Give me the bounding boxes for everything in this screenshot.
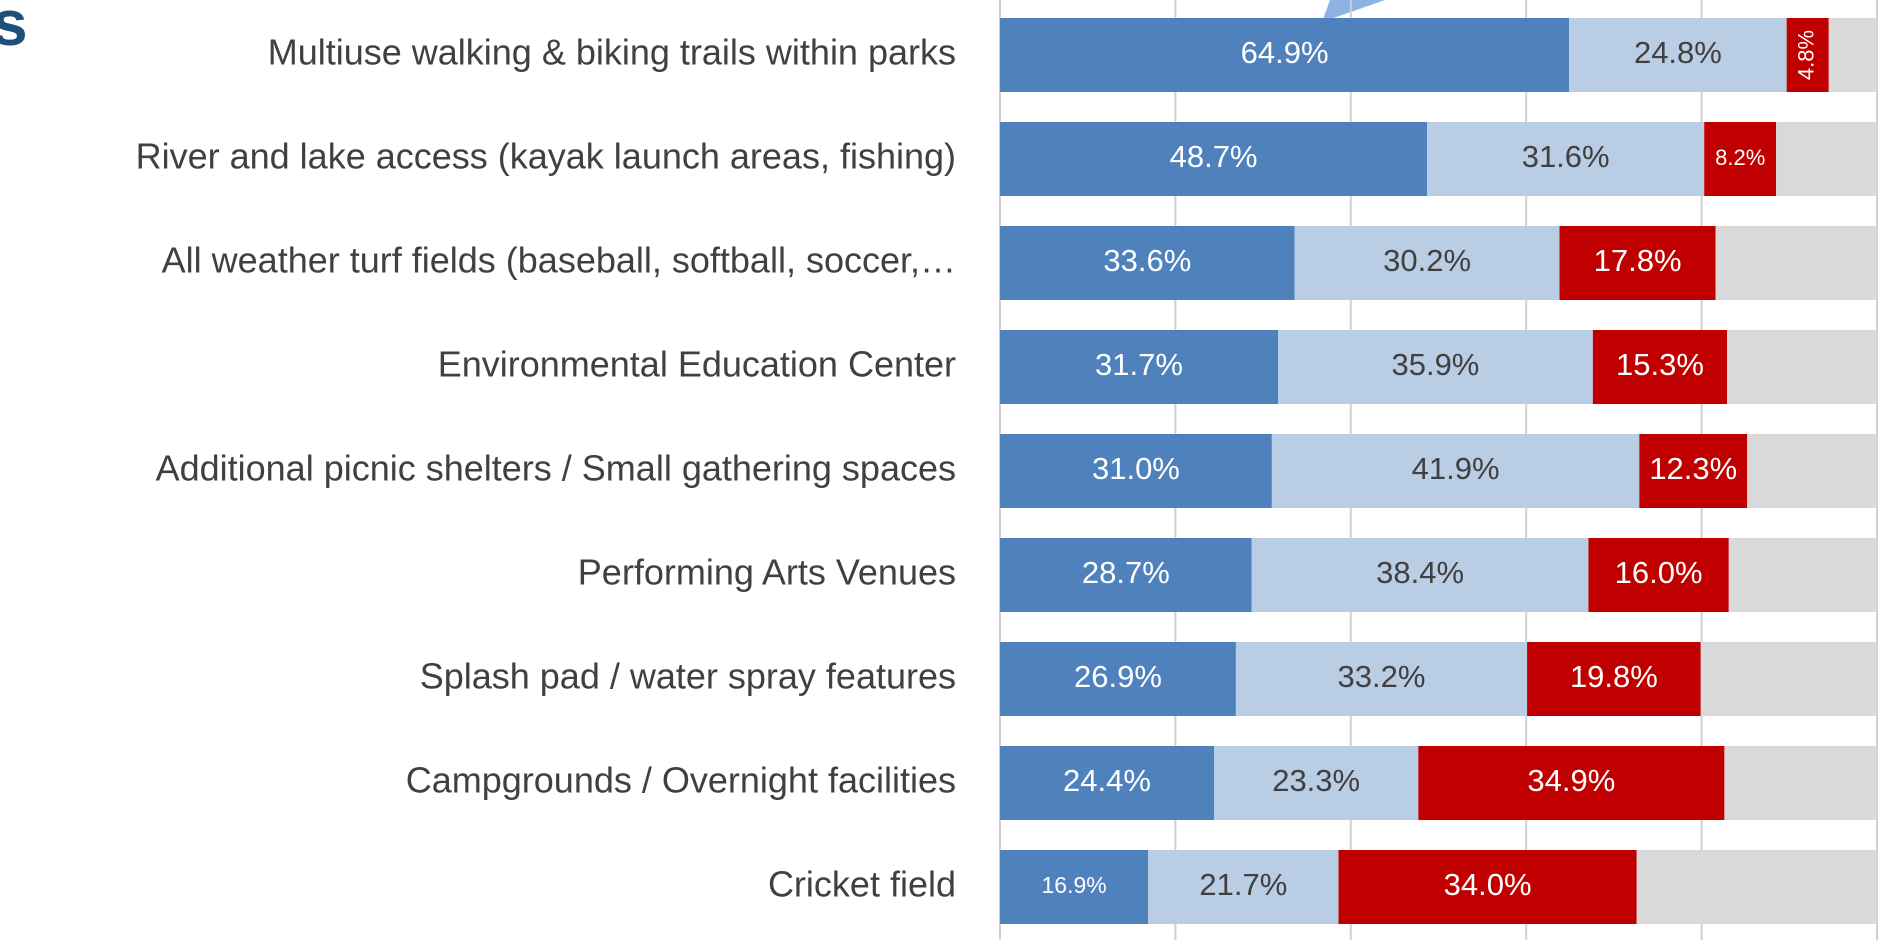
category-label: Environmental Education Center xyxy=(438,344,956,385)
bar-segment xyxy=(1000,746,1214,820)
category-label: River and lake access (kayak launch area… xyxy=(136,136,956,177)
value-label: 31.6% xyxy=(1522,139,1610,174)
value-label: 12.3% xyxy=(1649,451,1737,486)
value-label: 64.9% xyxy=(1241,35,1329,70)
bar-segment xyxy=(1000,226,1295,300)
value-label: 30.2% xyxy=(1383,243,1471,278)
bar-segment xyxy=(1747,434,1877,508)
bar-segment xyxy=(1000,434,1272,508)
bar-segment xyxy=(1527,642,1701,716)
bar-segment xyxy=(1639,434,1748,508)
value-label: 16.0% xyxy=(1615,555,1703,590)
category-label: Splash pad / water spray features xyxy=(420,656,956,697)
category-label: Campgrounds / Overnight facilities xyxy=(406,760,956,801)
bar-segment xyxy=(1569,18,1787,92)
bar-segment xyxy=(1000,538,1252,612)
bar-segment xyxy=(1588,538,1729,612)
value-label: 33.6% xyxy=(1103,243,1191,278)
bar-segment xyxy=(1148,850,1339,924)
category-label: Cricket field xyxy=(768,864,956,905)
bar-segment xyxy=(1235,642,1528,716)
value-label: 31.0% xyxy=(1092,451,1180,486)
value-label: 8.2% xyxy=(1715,145,1765,170)
value-label: 16.9% xyxy=(1041,872,1106,898)
bar-segment xyxy=(1636,850,1877,924)
bars: 64.9% 24.8% 4.8% 48.7% 31.6% 8.2% 33.6% 30.2% 17… xyxy=(1000,18,1877,924)
value-label: 34.0% xyxy=(1444,867,1532,902)
bar-segment xyxy=(1000,330,1279,404)
bar-segment xyxy=(1000,18,1570,92)
value-label: 28.7% xyxy=(1082,555,1170,590)
category-label: Additional picnic shelters / Small gathe… xyxy=(156,448,956,489)
bar-segment xyxy=(1000,850,1149,924)
bar-segment xyxy=(1213,746,1419,820)
bar-segment xyxy=(1592,330,1728,404)
bar-segment xyxy=(1418,746,1725,820)
bar-segment xyxy=(1786,18,1829,92)
value-label: 24.8% xyxy=(1634,35,1722,70)
bar-segment xyxy=(1338,850,1637,924)
bar-segment xyxy=(1704,122,1777,196)
bar-segment xyxy=(1294,226,1560,300)
bar-segment xyxy=(1728,538,1877,612)
value-label: 21.7% xyxy=(1199,867,1287,902)
category-label: Performing Arts Venues xyxy=(578,552,956,593)
value-label: 31.7% xyxy=(1095,347,1183,382)
value-label: 4.8% xyxy=(1794,30,1819,80)
bar-segment xyxy=(1715,226,1877,300)
value-label: 33.2% xyxy=(1338,659,1426,694)
value-label: 24.4% xyxy=(1063,763,1151,798)
bar-segment xyxy=(1724,746,1877,820)
value-label: 34.9% xyxy=(1527,763,1615,798)
bar-segment xyxy=(1559,226,1716,300)
value-label: 26.9% xyxy=(1074,659,1162,694)
value-label: 35.9% xyxy=(1391,347,1479,382)
bar-segment xyxy=(1000,642,1236,716)
bar-segment xyxy=(1278,330,1593,404)
bar-segment xyxy=(1828,18,1877,92)
value-label: 19.8% xyxy=(1570,659,1658,694)
value-label: 15.3% xyxy=(1616,347,1704,382)
bar-segment xyxy=(1251,538,1589,612)
callout-pointer xyxy=(1322,0,1385,22)
value-label: 41.9% xyxy=(1412,451,1500,486)
bar-segment xyxy=(1427,122,1705,196)
value-label: 17.8% xyxy=(1594,243,1682,278)
chart-title: s xyxy=(0,0,28,59)
category-label: All weather turf fields (baseball, softb… xyxy=(162,240,956,281)
bar-segment xyxy=(1727,330,1877,404)
bar-segment xyxy=(1000,122,1428,196)
bar-segment xyxy=(1271,434,1640,508)
category-label: Multiuse walking & biking trails within … xyxy=(268,32,956,73)
bar-segment xyxy=(1700,642,1877,716)
value-label: 23.3% xyxy=(1272,763,1360,798)
value-label: 38.4% xyxy=(1376,555,1464,590)
bar-segment xyxy=(1776,122,1877,196)
value-label: 48.7% xyxy=(1170,139,1258,174)
